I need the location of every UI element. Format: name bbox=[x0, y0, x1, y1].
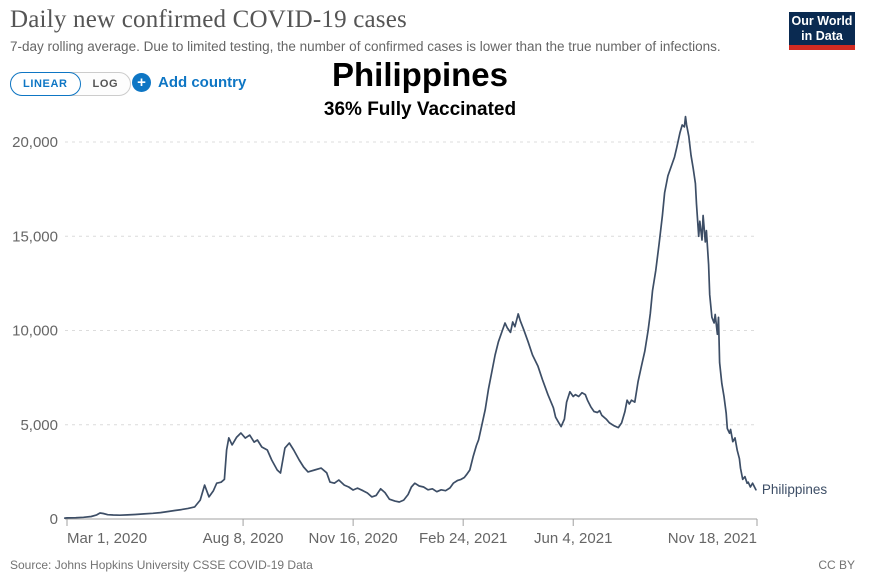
philippines-line[interactable] bbox=[63, 115, 757, 519]
x-axis-tick-label: Aug 8, 2020 bbox=[203, 530, 284, 547]
x-axis-tick-label: Feb 24, 2021 bbox=[419, 530, 507, 547]
y-axis-tick-label: 0 bbox=[50, 511, 58, 528]
x-axis-tick-label: Mar 1, 2020 bbox=[67, 530, 147, 547]
log-button[interactable]: LOG bbox=[92, 78, 119, 90]
overlay-country-name: Philippines bbox=[331, 56, 509, 93]
scale-toggle: LINEAR LOG bbox=[10, 72, 132, 96]
x-axis-tick-label: Nov 16, 2020 bbox=[309, 530, 398, 547]
page-title: Daily new confirmed COVID-19 cases bbox=[10, 6, 407, 33]
owid-logo-line1: Our World bbox=[791, 14, 853, 28]
y-axis-tick-label: 10,000 bbox=[12, 323, 58, 340]
license-link[interactable]: CC BY bbox=[818, 558, 855, 572]
chart-subtitle: 7-day rolling average. Due to limited te… bbox=[10, 39, 721, 54]
y-axis-tick-label: 15,000 bbox=[12, 228, 58, 245]
linear-button[interactable]: LINEAR bbox=[10, 72, 81, 96]
x-axis-tick-label: Jun 4, 2021 bbox=[534, 530, 612, 547]
owid-logo-text: Our World in Data bbox=[789, 12, 855, 45]
x-axis-tick-label: Nov 18, 2021 bbox=[668, 530, 757, 547]
add-country-button[interactable]: + Add country bbox=[132, 73, 246, 92]
owid-logo[interactable]: Our World in Data bbox=[789, 12, 855, 50]
owid-logo-redbar bbox=[789, 45, 855, 50]
plus-icon: + bbox=[132, 73, 151, 92]
y-axis-tick-label: 5,000 bbox=[20, 417, 58, 434]
overlay-vaccination-status: 36% Fully Vaccinated bbox=[323, 99, 517, 120]
series-label-philippines[interactable]: Philippines bbox=[762, 482, 828, 497]
owid-logo-line2: in Data bbox=[801, 29, 843, 43]
y-axis-tick-label: 20,000 bbox=[12, 134, 58, 151]
add-country-label: Add country bbox=[158, 74, 247, 91]
source-text: Source: Johns Hopkins University CSSE CO… bbox=[10, 558, 313, 572]
